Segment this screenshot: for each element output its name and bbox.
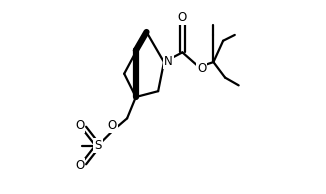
Text: O: O [107,119,117,132]
Text: N: N [164,55,172,68]
Text: O: O [197,62,206,75]
Text: O: O [75,119,84,132]
Text: O: O [178,11,187,24]
Text: O: O [75,159,84,172]
Text: S: S [94,139,102,152]
